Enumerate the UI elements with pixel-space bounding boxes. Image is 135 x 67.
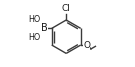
Text: HO: HO	[28, 15, 40, 24]
Text: B: B	[41, 23, 48, 33]
Text: Cl: Cl	[62, 4, 71, 13]
Text: O: O	[83, 41, 90, 50]
Text: HO: HO	[28, 33, 40, 42]
